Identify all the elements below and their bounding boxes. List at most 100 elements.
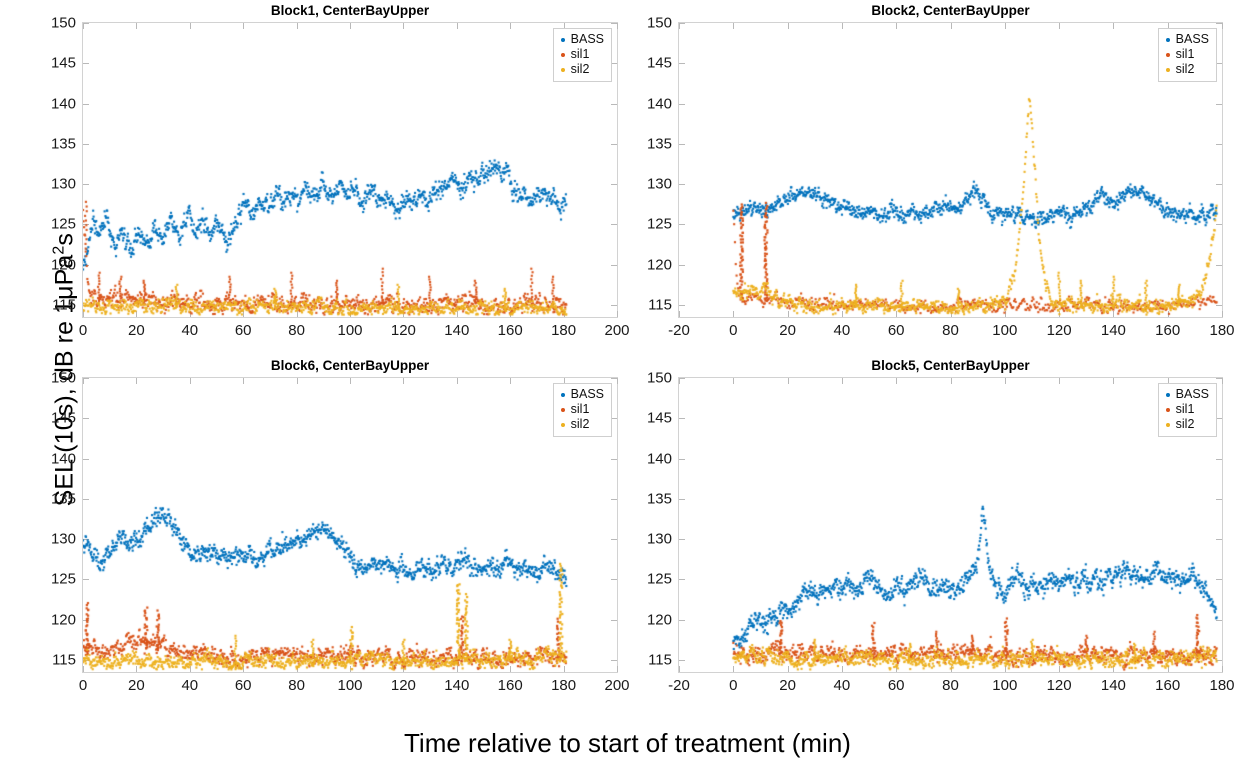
legend-block1[interactable]: BASS sil1 sil2 [552,28,612,82]
legend-marker-icon [1165,422,1170,427]
y-tick-label: 135 [50,490,76,508]
legend-item-bass[interactable]: BASS [1163,387,1209,402]
x-tick-label: 0 [729,677,738,694]
x-tick-label: 40 [833,677,851,694]
legend-label: sil2 [570,62,590,77]
legend-item-bass[interactable]: BASS [1163,32,1209,47]
y-tick-label: 125 [50,570,76,588]
y-tick-label: 140 [646,450,672,468]
y-tick-label: 145 [50,409,76,427]
y-tick-label: 150 [50,369,76,387]
subplot-title-block1: Block1, CenterBayUpper [270,3,430,18]
y-tick-label: 130 [646,530,672,548]
legend-block6[interactable]: BASS sil1 sil2 [552,383,612,437]
x-tick-label: 120 [1046,677,1072,694]
x-tick-label: 140 [444,677,470,694]
y-tick-label: 120 [50,611,76,629]
x-tick-label: 180 [1209,677,1235,694]
y-tick-label: 150 [646,14,672,32]
x-tick-mark [617,311,618,317]
legend-item-sil1[interactable]: sil1 [558,402,604,417]
legend-marker-icon [560,407,565,412]
legend-marker-icon [1165,407,1170,412]
y-tick-label: 135 [646,490,672,508]
legend-label: sil2 [570,417,590,432]
x-tick-label: -20 [668,677,690,694]
legend-block5[interactable]: BASS sil1 sil2 [1157,383,1217,437]
scatter-canvas-block6 [83,378,617,672]
y-tick-label: 115 [648,651,672,669]
x-tick-label: 120 [390,322,416,339]
legend-item-sil1[interactable]: sil1 [1163,47,1209,62]
legend-item-sil2[interactable]: sil2 [1163,417,1209,432]
x-tick-label: 100 [992,677,1018,694]
legend-marker-icon [560,52,565,57]
x-tick-label: 20 [779,322,796,339]
y-tick-label: 150 [646,369,672,387]
x-tick-label: 100 [337,677,363,694]
legend-marker-icon [1165,392,1170,397]
subplot-title-block2: Block2, CenterBayUpper [871,3,1030,18]
legend-item-sil2[interactable]: sil2 [558,62,604,77]
x-tick-label: 60 [887,677,905,694]
legend-marker-icon [1165,67,1170,72]
legend-marker-icon [560,37,565,42]
x-tick-label: 140 [1100,322,1126,339]
y-tick-label: 145 [646,409,672,427]
subplot-block2: Block2, CenterBayUpper -20 0 20 40 60 80 100 120… [647,3,1235,339]
y-tick-label: 145 [646,54,672,72]
y-tick-label: 135 [646,135,672,153]
x-tick-label: 120 [1046,322,1072,339]
legend-item-sil2[interactable]: sil2 [558,417,604,432]
legend-label: sil1 [570,47,590,62]
subplot-block1: Block1, CenterBayUpper 0 20 40 60 80 100 120 140… [51,3,630,339]
legend-label: BASS [570,387,604,402]
y-tick-label: 125 [646,215,672,233]
y-tick-label: 125 [646,570,672,588]
subplot-block6: Block6, CenterBayUpper 0 20 40 60 80 100 120 140… [51,358,630,694]
y-axis-label-exponent: 2 [50,245,68,255]
x-tick-mark [1222,666,1223,672]
y-tick-label: 140 [50,95,76,113]
scatter-canvas-block1 [83,23,617,317]
x-tick-label: 0 [78,677,88,694]
x-tick-label: 100 [337,322,363,339]
legend-label: sil1 [570,402,590,417]
scatter-canvas-block2 [679,23,1222,317]
x-tick-label: 80 [288,322,305,339]
x-tick-label: 160 [497,677,523,694]
x-tick-label: 180 [551,322,577,339]
x-tick-mark [617,666,618,672]
legend-item-bass[interactable]: BASS [558,32,604,47]
x-tick-label: 80 [942,322,959,339]
legend-label: BASS [1175,387,1209,402]
subplot-title-block5: Block5, CenterBayUpper [871,358,1030,373]
x-tick-label: 20 [128,322,145,339]
x-tick-label: 0 [729,322,738,339]
legend-marker-icon [1165,37,1170,42]
y-tick-label: 140 [646,95,672,113]
legend-item-sil1[interactable]: sil1 [558,47,604,62]
legend-label: BASS [570,32,604,47]
legend-item-sil2[interactable]: sil2 [1163,62,1209,77]
y-tick-label: 120 [646,256,672,274]
x-tick-label: 0 [78,322,88,339]
x-tick-label: 140 [1100,677,1126,694]
legend-block2[interactable]: BASS sil1 sil2 [1157,28,1217,82]
legend-label: sil1 [1175,47,1195,62]
x-tick-label: 180 [551,677,577,694]
x-tick-label: 80 [288,677,305,694]
x-tick-label: 80 [942,677,959,694]
x-tick-mark [1222,311,1223,317]
y-tick-label: 115 [648,296,672,314]
legend-marker-icon [560,422,565,427]
y-tick-label: 115 [52,296,76,314]
legend-item-sil1[interactable]: sil1 [1163,402,1209,417]
x-tick-mark-top [617,378,618,384]
legend-label: BASS [1175,32,1209,47]
legend-item-bass[interactable]: BASS [558,387,604,402]
x-tick-label: 40 [181,322,199,339]
y-tick-label: 145 [50,54,76,72]
x-tick-label: 200 [604,322,630,339]
